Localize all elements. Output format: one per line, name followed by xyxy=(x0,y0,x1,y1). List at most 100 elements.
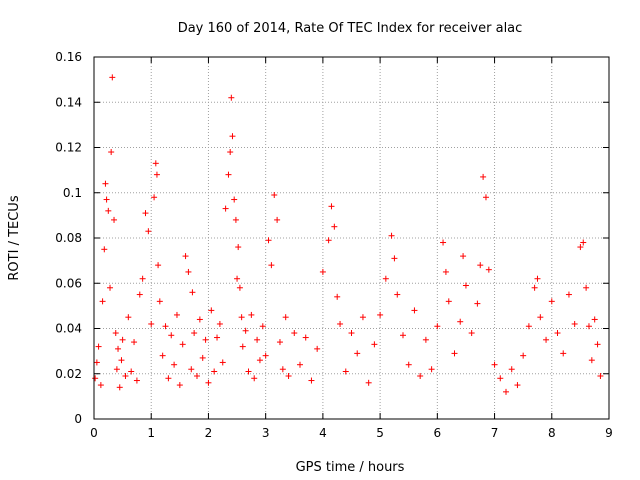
y-tick-label: 0 xyxy=(74,412,82,426)
data-point xyxy=(236,284,243,291)
data-point xyxy=(125,314,132,321)
data-point xyxy=(228,94,235,101)
data-point xyxy=(265,237,272,244)
data-point xyxy=(116,384,123,391)
data-point xyxy=(503,388,509,395)
data-point xyxy=(337,320,344,327)
data-point xyxy=(308,377,315,384)
data-points xyxy=(92,74,604,395)
data-point xyxy=(371,341,378,348)
data-point xyxy=(560,350,567,357)
data-point xyxy=(514,382,521,389)
data-point xyxy=(191,330,198,337)
data-point xyxy=(103,196,110,203)
data-point xyxy=(118,357,125,364)
x-tick-label: 6 xyxy=(434,426,442,440)
data-point xyxy=(462,282,469,289)
data-point xyxy=(238,314,245,321)
data-point xyxy=(365,379,372,386)
data-point xyxy=(235,244,242,251)
data-point xyxy=(440,239,447,246)
grid-lines xyxy=(94,57,609,419)
data-point xyxy=(188,366,195,373)
data-point xyxy=(591,316,598,323)
data-point xyxy=(225,171,232,178)
x-tick-labels: 0 1 2 3 4 5 6 7 8 9 xyxy=(90,426,613,440)
data-point xyxy=(411,307,418,314)
data-point xyxy=(282,314,289,321)
data-point xyxy=(331,223,338,230)
data-point xyxy=(491,361,498,368)
data-point xyxy=(585,323,592,330)
data-point xyxy=(394,291,401,298)
data-point xyxy=(199,354,206,361)
data-point xyxy=(460,253,467,260)
data-point xyxy=(262,352,269,359)
data-point xyxy=(189,289,196,296)
data-point xyxy=(268,262,275,269)
data-point xyxy=(92,375,99,382)
data-point xyxy=(520,352,527,359)
data-point xyxy=(388,232,395,239)
data-point xyxy=(382,275,389,282)
data-point xyxy=(434,323,441,330)
data-point xyxy=(159,352,166,359)
data-point xyxy=(271,192,278,199)
data-point xyxy=(115,345,122,352)
data-point xyxy=(571,320,578,327)
y-axis-label: ROTI / TECUs xyxy=(7,195,22,280)
data-point xyxy=(534,275,541,282)
data-point xyxy=(112,330,119,337)
data-point xyxy=(259,323,266,330)
data-point xyxy=(136,291,143,298)
data-point xyxy=(97,382,104,389)
data-point xyxy=(285,373,292,380)
data-point xyxy=(497,375,504,382)
y-tick-label: 0.06 xyxy=(55,276,82,290)
y-tick-label: 0.12 xyxy=(55,141,82,155)
data-point xyxy=(234,275,241,282)
data-point xyxy=(442,268,449,275)
x-tick-label: 8 xyxy=(548,426,556,440)
data-point xyxy=(480,173,487,180)
axis-ticks xyxy=(93,56,610,420)
x-tick-label: 1 xyxy=(147,426,155,440)
data-point xyxy=(128,368,135,375)
data-point xyxy=(256,357,263,364)
data-point xyxy=(314,345,321,352)
data-point xyxy=(328,203,335,210)
data-point xyxy=(477,262,484,269)
data-point xyxy=(139,275,146,282)
x-tick-label: 7 xyxy=(491,426,499,440)
y-tick-label: 0.1 xyxy=(63,186,82,200)
data-point xyxy=(248,311,255,318)
data-point xyxy=(208,307,215,314)
data-point xyxy=(377,311,384,318)
data-point xyxy=(222,205,229,212)
data-point xyxy=(227,149,234,156)
data-point xyxy=(162,323,169,330)
x-tick-label: 9 xyxy=(605,426,613,440)
data-point xyxy=(131,339,138,346)
data-point xyxy=(508,366,515,373)
data-point xyxy=(474,300,481,307)
data-point xyxy=(156,298,163,305)
data-point xyxy=(291,330,298,337)
data-point xyxy=(133,377,140,384)
data-point xyxy=(155,262,162,269)
data-point xyxy=(95,343,102,350)
data-point xyxy=(391,255,398,262)
data-point xyxy=(109,74,116,81)
data-point xyxy=(202,336,209,343)
data-point xyxy=(176,382,183,389)
data-point xyxy=(105,207,112,214)
data-point xyxy=(319,268,326,275)
data-point xyxy=(417,373,424,380)
data-point xyxy=(274,216,281,223)
data-point xyxy=(108,149,115,156)
y-tick-label: 0.08 xyxy=(55,231,82,245)
data-point xyxy=(245,368,252,375)
data-point xyxy=(548,298,555,305)
y-tick-label: 0.16 xyxy=(55,50,82,64)
